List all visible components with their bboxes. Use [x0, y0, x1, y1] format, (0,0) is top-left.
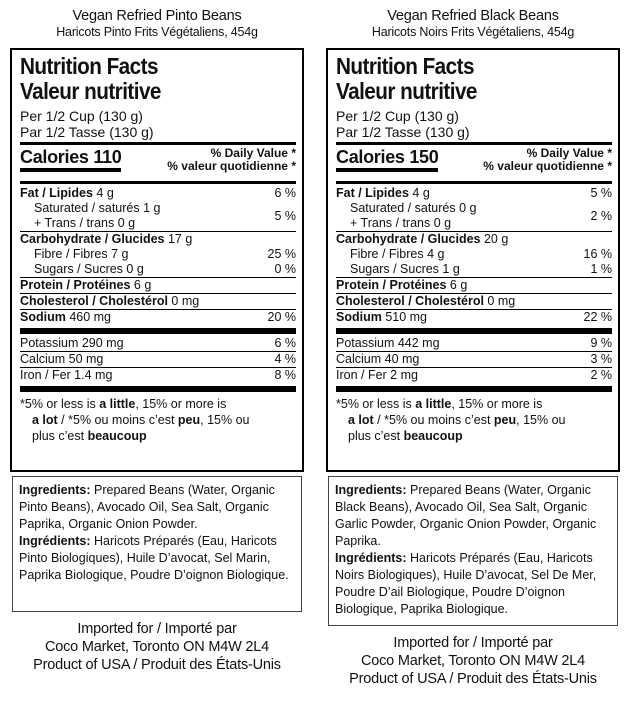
serving-size: Per 1/2 Cup (130 g) Par 1/2 Tasse (130 g… [336, 108, 470, 140]
ingredients-box: Ingredients: Prepared Beans (Water, Orga… [12, 476, 302, 612]
potassium-row: Potassium 290 mg 6 % [20, 336, 296, 350]
daily-value-footnote: *5% or less is a little, 15% or more is … [336, 397, 566, 443]
saturated-trans-row: Saturated / saturés 0 g + Trans / trans 0… [350, 201, 612, 230]
product-panel-pinto: Vegan Refried Pinto Beans Haricots Pinto… [10, 0, 304, 674]
product-subname: Haricots Pinto Frits Végétaliens, 454g [56, 25, 258, 39]
fibre-row: Fibre / Fibres 7 g 25 % [34, 247, 296, 261]
calories-row: Calories 150 % Daily Value * % valeur qu… [336, 147, 612, 179]
product-subname: Haricots Noirs Frits Végétaliens, 454g [371, 25, 575, 39]
divider [20, 328, 296, 334]
carbohydrate-row: Carbohydrate / Glucides 17 g [20, 232, 193, 246]
protein-row: Protein / Protéines 6 g [20, 278, 152, 292]
product-panel-black: Vegan Refried Black Beans Haricots Noirs… [326, 0, 620, 688]
divider [336, 328, 612, 334]
product-name: Vegan Refried Pinto Beans [72, 8, 242, 24]
fibre-row: Fibre / Fibres 4 g 16 % [350, 247, 612, 261]
divider [336, 386, 612, 392]
divider [336, 181, 612, 184]
calcium-row: Calcium 50 mg 4 % [20, 352, 296, 366]
iron-row: Iron / Fer 1.4 mg 8 % [20, 368, 296, 382]
nf-title-en: Nutrition Facts [20, 53, 158, 79]
potassium-row: Potassium 442 mg 9 % [336, 336, 612, 350]
calories-row: Calories 110 % Daily Value * % valeur qu… [20, 147, 296, 179]
product-name: Vegan Refried Black Beans [387, 8, 559, 24]
divider [20, 142, 296, 145]
nf-title-fr: Valeur nutritive [336, 78, 477, 104]
calories-label: Calories 110 [20, 147, 122, 172]
divider [20, 181, 296, 184]
nutrition-facts-table: Nutrition Facts Valeur nutritive Per 1/2… [10, 48, 304, 472]
cholesterol-row: Cholesterol / Cholestérol 0 mg [20, 294, 200, 308]
daily-value-footnote: *5% or less is a little, 15% or more is … [20, 397, 250, 443]
daily-value-header: % Daily Value * % valeur quotidienne * [167, 146, 296, 173]
iron-row: Iron / Fer 2 mg 2 % [336, 368, 612, 382]
importer-info: Imported for / Importé par Coco Market, … [33, 621, 281, 673]
nutrition-facts-table: Nutrition Facts Valeur nutritive Per 1/2… [326, 48, 620, 472]
sodium-row: Sodium 510 mg 22 % [336, 310, 612, 324]
calories-value: 110 [93, 147, 122, 167]
daily-value-header: % Daily Value * % valeur quotidienne * [483, 146, 612, 173]
nf-title-en: Nutrition Facts [336, 53, 474, 79]
serving-size: Per 1/2 Cup (130 g) Par 1/2 Tasse (130 g… [20, 108, 154, 140]
carbohydrate-row: Carbohydrate / Glucides 20 g [336, 232, 509, 246]
calories-label: Calories 150 [336, 147, 439, 172]
ingredients-box: Ingredients: Prepared Beans (Water, Orga… [328, 476, 618, 626]
divider [336, 142, 612, 145]
divider [20, 386, 296, 392]
importer-info: Imported for / Importé par Coco Market, … [349, 635, 597, 687]
protein-row: Protein / Protéines 6 g [336, 278, 468, 292]
calories-value: 150 [409, 147, 439, 167]
calcium-row: Calcium 40 mg 3 % [336, 352, 612, 366]
cholesterol-row: Cholesterol / Cholestérol 0 mg [336, 294, 516, 308]
saturated-trans-row: Saturated / saturés 1 g + Trans / trans 0… [34, 201, 296, 230]
sodium-row: Sodium 460 mg 20 % [20, 310, 296, 324]
nf-title-fr: Valeur nutritive [20, 78, 161, 104]
